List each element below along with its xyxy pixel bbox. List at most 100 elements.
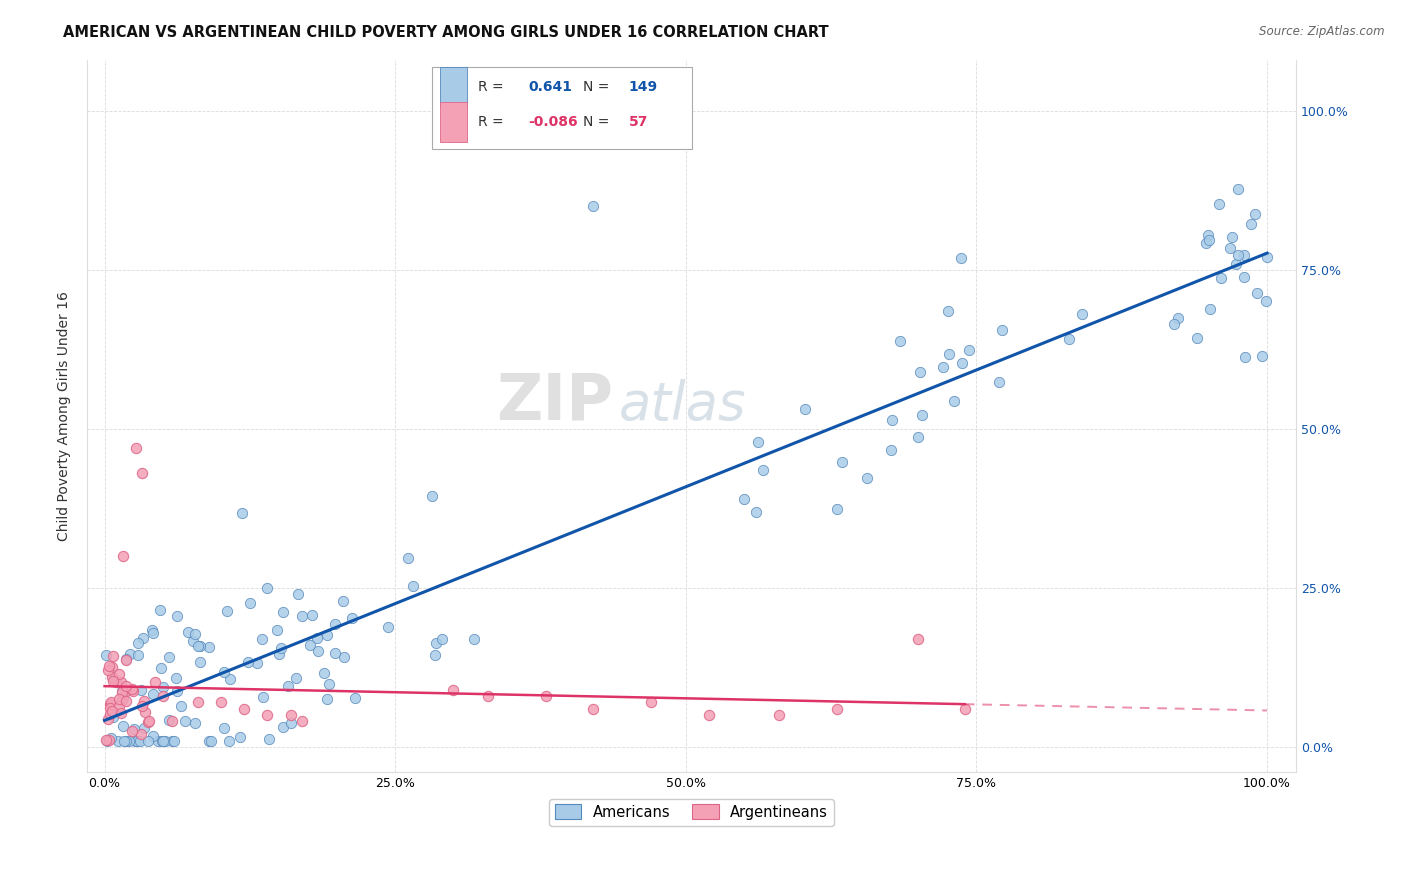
Point <box>396 551 419 566</box>
Point <box>149 603 172 617</box>
Point <box>745 505 768 519</box>
Point <box>312 665 335 680</box>
Point <box>214 721 236 735</box>
Point <box>124 733 146 747</box>
Point <box>1233 248 1256 262</box>
Point <box>1226 182 1249 196</box>
Point <box>752 463 775 477</box>
Point <box>143 675 166 690</box>
Point <box>1187 330 1209 344</box>
Point <box>115 733 138 747</box>
Point <box>733 491 755 506</box>
Point <box>332 650 354 665</box>
Point <box>115 652 138 666</box>
Point <box>131 726 153 740</box>
Point <box>173 714 195 728</box>
Text: N =: N = <box>583 115 613 129</box>
Point <box>441 682 464 697</box>
Point <box>132 721 155 735</box>
Point <box>988 375 1011 389</box>
Point <box>100 670 122 684</box>
Point <box>111 685 134 699</box>
Point <box>131 467 153 481</box>
Point <box>108 666 131 681</box>
Point <box>115 652 138 666</box>
Point <box>1198 302 1220 317</box>
Point <box>323 646 346 660</box>
Point <box>142 730 165 744</box>
Point <box>250 632 273 646</box>
Point <box>990 323 1012 337</box>
Text: ZIP: ZIP <box>496 371 613 433</box>
Point <box>233 702 256 716</box>
Point <box>256 708 278 723</box>
Point <box>889 334 911 348</box>
Point <box>115 684 138 698</box>
Point <box>229 730 252 744</box>
Point <box>907 632 929 646</box>
Point <box>536 689 558 703</box>
Point <box>110 684 132 698</box>
Point <box>200 733 222 747</box>
Point <box>463 632 485 646</box>
Point <box>136 733 159 747</box>
Point <box>152 689 174 703</box>
Point <box>271 720 294 734</box>
Point <box>377 620 399 634</box>
Point <box>287 587 309 601</box>
Point <box>825 502 848 516</box>
Point <box>188 640 211 654</box>
Point <box>1167 310 1189 325</box>
Point <box>936 303 959 318</box>
Point <box>120 647 142 661</box>
Point <box>747 435 769 450</box>
Point <box>132 631 155 645</box>
Point <box>344 690 367 705</box>
Point <box>1059 333 1081 347</box>
Point <box>181 633 204 648</box>
Point <box>209 695 232 709</box>
Point <box>231 506 253 520</box>
Point <box>98 701 121 715</box>
Point <box>256 581 278 595</box>
Point <box>100 695 122 709</box>
Point <box>1209 271 1232 285</box>
Point <box>111 549 134 563</box>
Point <box>108 692 131 706</box>
Point <box>1225 257 1247 271</box>
Point <box>284 671 307 685</box>
Point <box>1254 293 1277 308</box>
Point <box>257 731 280 746</box>
FancyBboxPatch shape <box>440 103 467 142</box>
Point <box>100 706 122 721</box>
Point <box>98 697 121 711</box>
Point <box>212 665 235 679</box>
Point <box>1198 233 1220 247</box>
Point <box>938 347 960 361</box>
Text: R =: R = <box>478 115 508 129</box>
Point <box>169 698 191 713</box>
Point <box>152 733 174 747</box>
Point <box>160 714 183 728</box>
Point <box>138 714 160 728</box>
Point <box>856 471 879 485</box>
Point <box>880 442 903 457</box>
Point <box>157 714 180 728</box>
Point <box>115 694 138 708</box>
Text: AMERICAN VS ARGENTINEAN CHILD POVERTY AMONG GIRLS UNDER 16 CORRELATION CHART: AMERICAN VS ARGENTINEAN CHILD POVERTY AM… <box>63 25 830 40</box>
Point <box>640 695 662 709</box>
Point <box>301 607 323 622</box>
Point <box>582 702 605 716</box>
Point <box>142 687 165 701</box>
Point <box>332 594 354 608</box>
Point <box>1220 229 1243 244</box>
Point <box>94 648 117 662</box>
Point <box>101 649 124 664</box>
Point <box>146 733 169 747</box>
Point <box>831 454 853 468</box>
Point <box>160 733 183 747</box>
Point <box>188 655 211 669</box>
Point <box>236 655 259 669</box>
Point <box>1071 307 1094 321</box>
Point <box>1195 235 1218 250</box>
